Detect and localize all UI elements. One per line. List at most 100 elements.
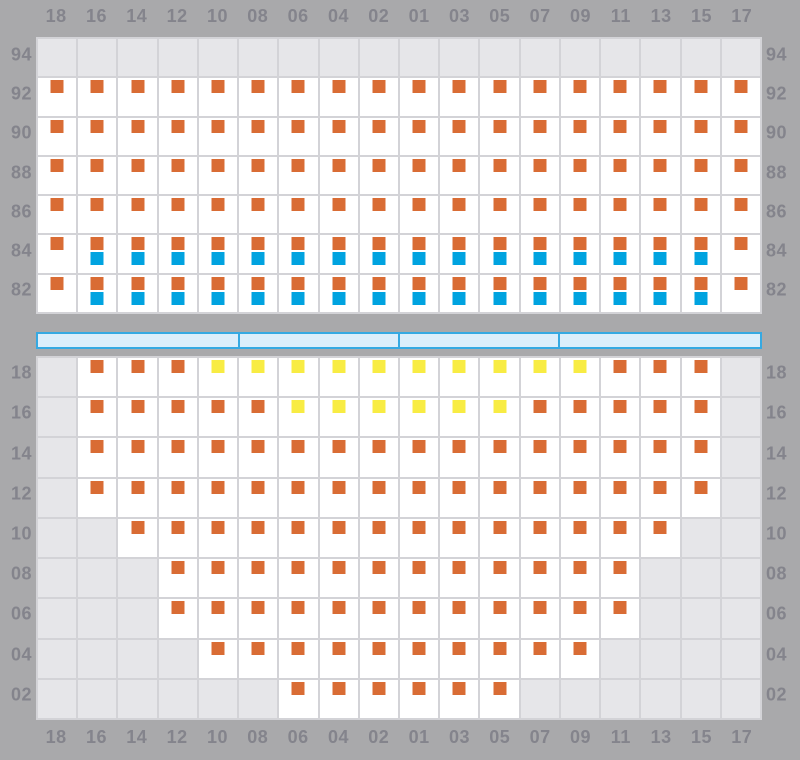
empty-gray-cell [239, 679, 278, 718]
grid-cell [359, 599, 398, 638]
orange-marker [493, 601, 507, 615]
orange-marker [412, 440, 426, 454]
yellow-marker [211, 360, 225, 373]
orange-marker [493, 198, 507, 212]
column-label: 10 [206, 6, 228, 26]
orange-marker [533, 561, 547, 575]
yellow-marker [412, 400, 426, 414]
row-label-left: 18 [10, 362, 32, 383]
orange-marker [291, 198, 305, 212]
grid-cell [78, 438, 117, 477]
empty-gray-cell [279, 39, 318, 77]
grid-cell [440, 235, 479, 273]
grid-cell [279, 156, 318, 195]
orange-marker [493, 520, 507, 534]
orange-marker [90, 276, 104, 290]
grid-cell [520, 274, 559, 312]
row-label-right: 86 [766, 201, 788, 222]
orange-marker [211, 400, 225, 414]
orange-marker [452, 237, 466, 251]
orange-marker [291, 237, 305, 251]
column-label: 15 [690, 6, 712, 26]
grid-cell [198, 639, 238, 678]
orange-marker [131, 440, 145, 454]
blue-marker [171, 291, 185, 305]
orange-marker [171, 440, 185, 454]
orange-marker [90, 237, 104, 251]
orange-marker [533, 601, 547, 615]
orange-marker [211, 158, 225, 172]
empty-gray-cell [721, 478, 760, 517]
row-label-right: 82 [766, 279, 788, 300]
orange-marker [332, 641, 346, 655]
empty-gray-cell [359, 39, 398, 77]
column-label: 17 [731, 6, 753, 26]
row-label-left: 86 [10, 201, 32, 222]
empty-gray-cell [78, 518, 117, 558]
orange-marker [452, 681, 466, 695]
grid-cell [560, 398, 600, 437]
grid-cell [399, 235, 439, 273]
orange-marker [694, 158, 708, 172]
orange-marker [452, 158, 466, 172]
row-label-right: 16 [766, 402, 788, 423]
orange-marker [332, 237, 346, 251]
empty-gray-cell [721, 39, 760, 77]
row-label-left: 14 [10, 443, 32, 464]
grid-cell [440, 679, 479, 718]
orange-marker [211, 198, 225, 212]
empty-gray-cell [38, 599, 77, 638]
grid-cell [520, 438, 559, 477]
grid-cell [279, 438, 318, 477]
grid-cell [560, 438, 600, 477]
grid-cell [279, 196, 318, 234]
yellow-marker [493, 400, 507, 414]
yellow-marker [493, 360, 507, 373]
grid-cell [198, 518, 238, 558]
grid-cell [560, 358, 600, 397]
grid-cell [480, 559, 519, 598]
yellow-marker [573, 360, 587, 373]
grid-cell [359, 438, 398, 477]
orange-marker [493, 237, 507, 251]
orange-marker [90, 480, 104, 494]
grid-cell [681, 117, 720, 155]
orange-marker [131, 400, 145, 414]
orange-marker [613, 198, 627, 212]
grid-cell [198, 117, 238, 155]
grid-cell [279, 274, 318, 312]
row-label-left: 10 [10, 523, 32, 544]
column-label: 10 [206, 727, 228, 747]
grid-cell [319, 559, 358, 598]
grid-cell [641, 196, 680, 234]
column-label: 12 [166, 727, 188, 747]
orange-marker [653, 80, 667, 94]
orange-marker [372, 681, 386, 695]
grid-cell [198, 196, 238, 234]
grid-cell [158, 358, 197, 397]
grid-cell [279, 518, 318, 558]
grid-cell [319, 274, 358, 312]
grid-cell [359, 117, 398, 155]
grid-cell [198, 156, 238, 195]
grid-cell [118, 398, 157, 437]
orange-marker [90, 158, 104, 172]
orange-marker [533, 641, 547, 655]
grid-cell [681, 235, 720, 273]
grid-cell [440, 398, 479, 437]
grid-cell [399, 518, 439, 558]
orange-marker [734, 80, 748, 94]
orange-marker [452, 276, 466, 290]
empty-gray-cell [721, 518, 760, 558]
orange-marker [694, 276, 708, 290]
row-label-left: 84 [10, 240, 32, 261]
orange-marker [171, 400, 185, 414]
orange-marker [171, 119, 185, 133]
orange-marker [573, 641, 587, 655]
orange-marker [90, 80, 104, 94]
grid-cell [359, 156, 398, 195]
grid-cell [279, 679, 318, 718]
grid-cell [118, 78, 157, 116]
grid-cell [681, 274, 720, 312]
grid-cell [721, 274, 760, 312]
